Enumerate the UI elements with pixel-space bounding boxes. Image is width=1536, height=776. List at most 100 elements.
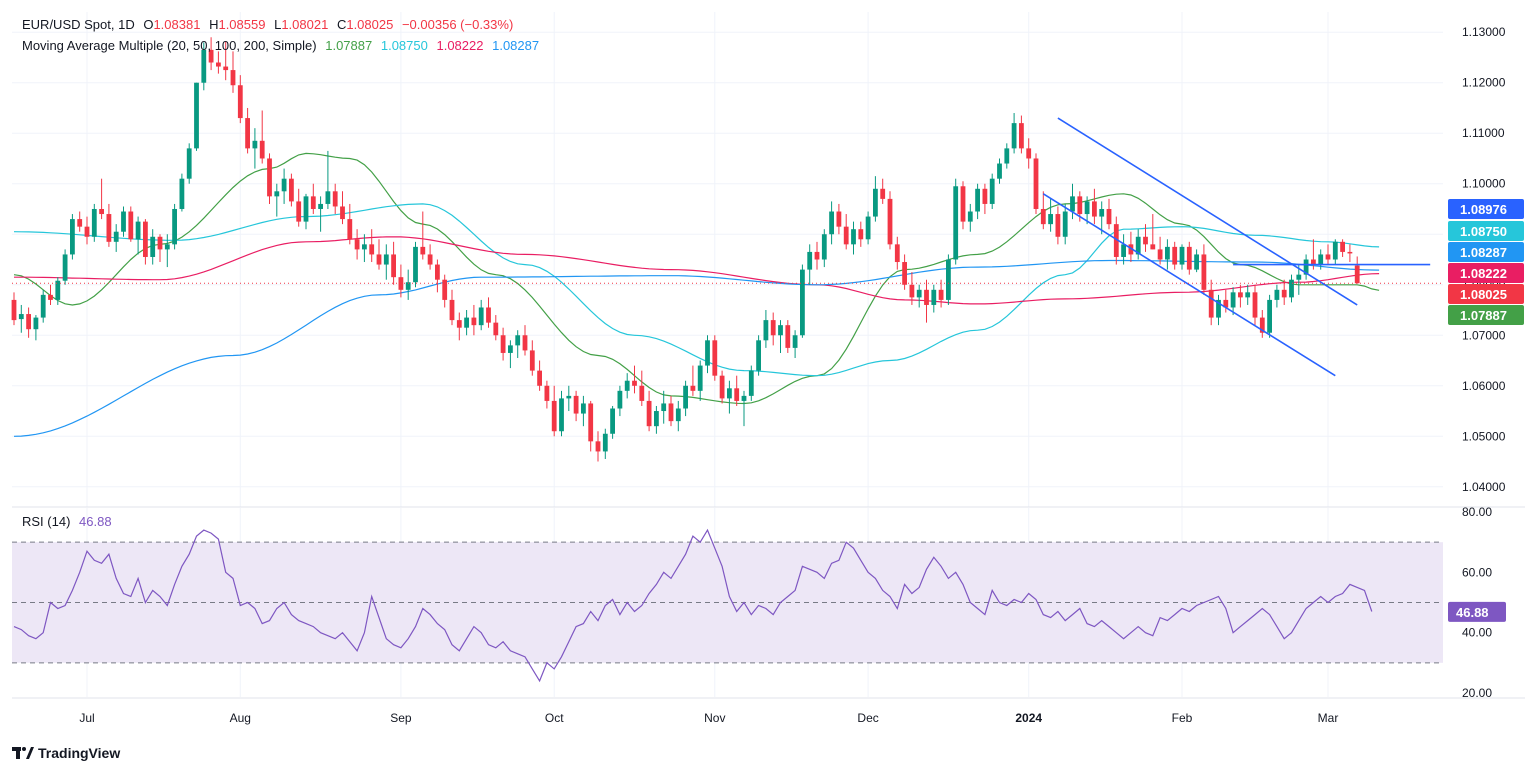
candle-body: [383, 254, 389, 265]
candle-body: [566, 395, 572, 399]
high-value: 1.08559: [218, 17, 266, 32]
candle-body: [1077, 196, 1083, 215]
candle-body: [1303, 259, 1309, 275]
rsi-tick-label: 80.00: [1462, 505, 1492, 519]
candle-body: [829, 211, 834, 235]
candle-body: [354, 239, 360, 250]
candle-body: [873, 188, 878, 217]
candle-body: [522, 335, 528, 351]
candle-body: [347, 219, 353, 240]
candle-body: [953, 186, 959, 260]
candle-body: [646, 400, 652, 427]
candle-body: [1208, 289, 1214, 318]
candle-body: [1216, 299, 1221, 318]
candle-body: [1325, 254, 1331, 260]
candle-body: [1099, 208, 1105, 217]
change-value: −0.00356 (−0.33%): [401, 17, 514, 32]
candle-body: [296, 201, 302, 222]
candle-body: [1296, 274, 1302, 280]
candle-body: [668, 403, 674, 422]
candle-body: [1179, 246, 1185, 265]
ma20-line: [13, 152, 1380, 405]
low-label: L: [274, 17, 282, 32]
candle-body: [1157, 249, 1163, 260]
candle-body: [770, 320, 776, 336]
candle-body: [705, 340, 710, 366]
price-badge: [1448, 199, 1524, 219]
candle-body: [544, 385, 550, 401]
ma20-value: 1.07887: [325, 38, 373, 53]
candle-body: [216, 62, 221, 67]
time-tick-label: 2024: [1015, 711, 1042, 725]
low-value: 1.08021: [281, 17, 329, 32]
candle-body: [1121, 244, 1126, 257]
candle-body: [464, 317, 469, 328]
candle-body: [1223, 299, 1229, 308]
rsi-title[interactable]: RSI (14): [22, 514, 71, 529]
candle-body: [632, 380, 637, 386]
candle-body: [785, 325, 791, 348]
candle-body: [70, 219, 75, 255]
candle-body: [150, 236, 156, 257]
candle-body: [128, 211, 134, 240]
candle-body: [1062, 211, 1068, 237]
ma-title[interactable]: Moving Average Multiple (20, 50, 100, 20…: [22, 38, 317, 53]
candle-body: [894, 244, 900, 263]
high-label: H: [209, 17, 219, 32]
candle-body: [172, 208, 177, 245]
candle-body: [843, 226, 849, 245]
candle-body: [880, 188, 886, 199]
ohlc-legend: EUR/USD Spot, 1D O1.08381 H1.08559 L1.08…: [22, 17, 518, 32]
candle-body: [413, 246, 418, 283]
candle-body: [1252, 292, 1258, 318]
rsi-value: 46.88: [79, 514, 112, 529]
symbol-title[interactable]: EUR/USD Spot, 1D: [22, 17, 135, 32]
candle-body: [332, 191, 338, 207]
candle-body: [405, 282, 411, 290]
candle-body: [792, 335, 798, 348]
candle-body: [975, 188, 980, 212]
candle-body: [1354, 265, 1360, 284]
candle-body: [1311, 259, 1316, 265]
rsi-legend: RSI (14) 46.88: [22, 514, 117, 529]
candle-body: [1186, 246, 1192, 270]
candle-body: [1238, 292, 1243, 298]
candle-body: [515, 335, 521, 346]
candle-body: [960, 186, 966, 222]
candle-body: [1055, 214, 1061, 237]
candle-body: [887, 198, 893, 245]
rsi-badge: [1448, 601, 1506, 622]
open-label: O: [143, 17, 154, 32]
time-tick-label: Feb: [1172, 711, 1193, 725]
candle-body: [581, 403, 586, 414]
candle-body: [551, 400, 557, 432]
candle-body: [376, 254, 382, 265]
candle-body: [1165, 246, 1170, 260]
candle-body: [741, 395, 747, 401]
candle-body: [690, 385, 696, 391]
candle-body: [938, 289, 944, 300]
candle-body: [40, 294, 46, 318]
tradingview-logo[interactable]: TradingView: [12, 745, 120, 761]
candle-body: [237, 85, 243, 119]
open-value: 1.08381: [153, 17, 201, 32]
candle-body: [55, 280, 61, 300]
ma50-line: [13, 203, 1380, 377]
candle-body: [223, 66, 229, 71]
candle-body: [727, 388, 732, 399]
candle-body: [435, 264, 440, 280]
tradingview-logo-icon: [12, 747, 34, 759]
candle-body: [529, 350, 535, 371]
candle-body: [1194, 254, 1199, 270]
candle-body: [1026, 148, 1032, 159]
rsi-tick-label: 40.00: [1462, 626, 1492, 640]
price-tick-label: 1.10000: [1462, 177, 1506, 191]
candle-body: [851, 229, 856, 245]
candle-body: [1259, 317, 1265, 333]
candle-body: [617, 390, 623, 409]
price-tick-label: 1.06000: [1462, 379, 1506, 393]
candle-body: [230, 70, 236, 86]
candle-body: [683, 385, 688, 409]
candle-body: [1318, 254, 1324, 265]
